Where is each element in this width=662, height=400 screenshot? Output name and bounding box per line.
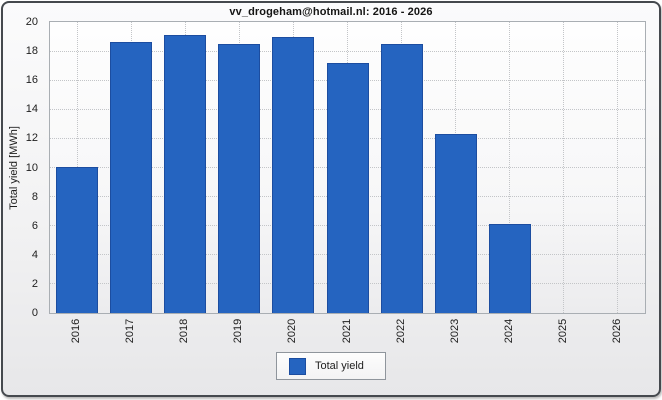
y-axis-tick-label: 10 (25, 161, 38, 174)
y-axis-tick-label: 0 (31, 307, 38, 319)
x-axis-tick-label: 2018 (178, 318, 191, 344)
x-axis-tick-label: 2023 (448, 318, 461, 344)
x-axis-tick-label: 2020 (286, 318, 299, 344)
y-axis-tick-label: 2 (31, 277, 38, 290)
x-axis-tick-label: 2025 (556, 318, 569, 344)
y-axis-tick-label: 18 (25, 45, 38, 58)
y-axis-tick-label: 20 (25, 16, 38, 28)
x-axis-tick-label: 2024 (502, 318, 515, 344)
x-axis-tick-labels: 2016 2017 2018 2019 2020 2021 2022 2023 2024 2025… (49, 314, 646, 356)
x-axis-tick-label: 2017 (124, 318, 137, 344)
legend-label: Total yield (315, 360, 364, 372)
v-gridline (509, 22, 511, 313)
x-axis-tick-label: 2022 (394, 318, 407, 344)
x-axis-tick-label: 2016 (70, 318, 83, 344)
v-gridline (617, 22, 619, 313)
y-axis-tick-label: 6 (31, 219, 38, 232)
y-axis-tick-label: 14 (25, 103, 38, 116)
x-axis-tick-label: 2019 (232, 318, 245, 344)
plot-area (49, 21, 646, 314)
y-axis-tick-label: 12 (25, 132, 38, 145)
bar-2016[interactable] (56, 167, 99, 313)
bar-2024[interactable] (488, 224, 531, 313)
y-axis-tick-label: 16 (25, 74, 38, 87)
x-axis-tick-label: 2026 (610, 318, 623, 344)
y-axis-tick-label: 8 (31, 190, 38, 203)
v-gridline (563, 22, 565, 313)
bar-2023[interactable] (434, 134, 477, 313)
x-axis-tick-label: 2021 (340, 318, 353, 344)
bar-2018[interactable] (164, 35, 207, 313)
chart-title: vv_drogeham@hotmail.nl: 2016 - 2026 (229, 6, 433, 18)
bar-2020[interactable] (272, 37, 315, 313)
legend-box[interactable]: Total yield (276, 352, 386, 380)
bar-2021[interactable] (326, 63, 369, 313)
legend-swatch-icon (289, 357, 306, 375)
bar-2019[interactable] (218, 44, 261, 313)
y-axis-tick-labels: 0 2 4 6 8 10 12 14 16 18 20 (3, 16, 44, 319)
bar-2017[interactable] (110, 42, 153, 313)
y-axis-tick-label: 4 (31, 248, 38, 261)
bar-2022[interactable] (380, 44, 423, 313)
